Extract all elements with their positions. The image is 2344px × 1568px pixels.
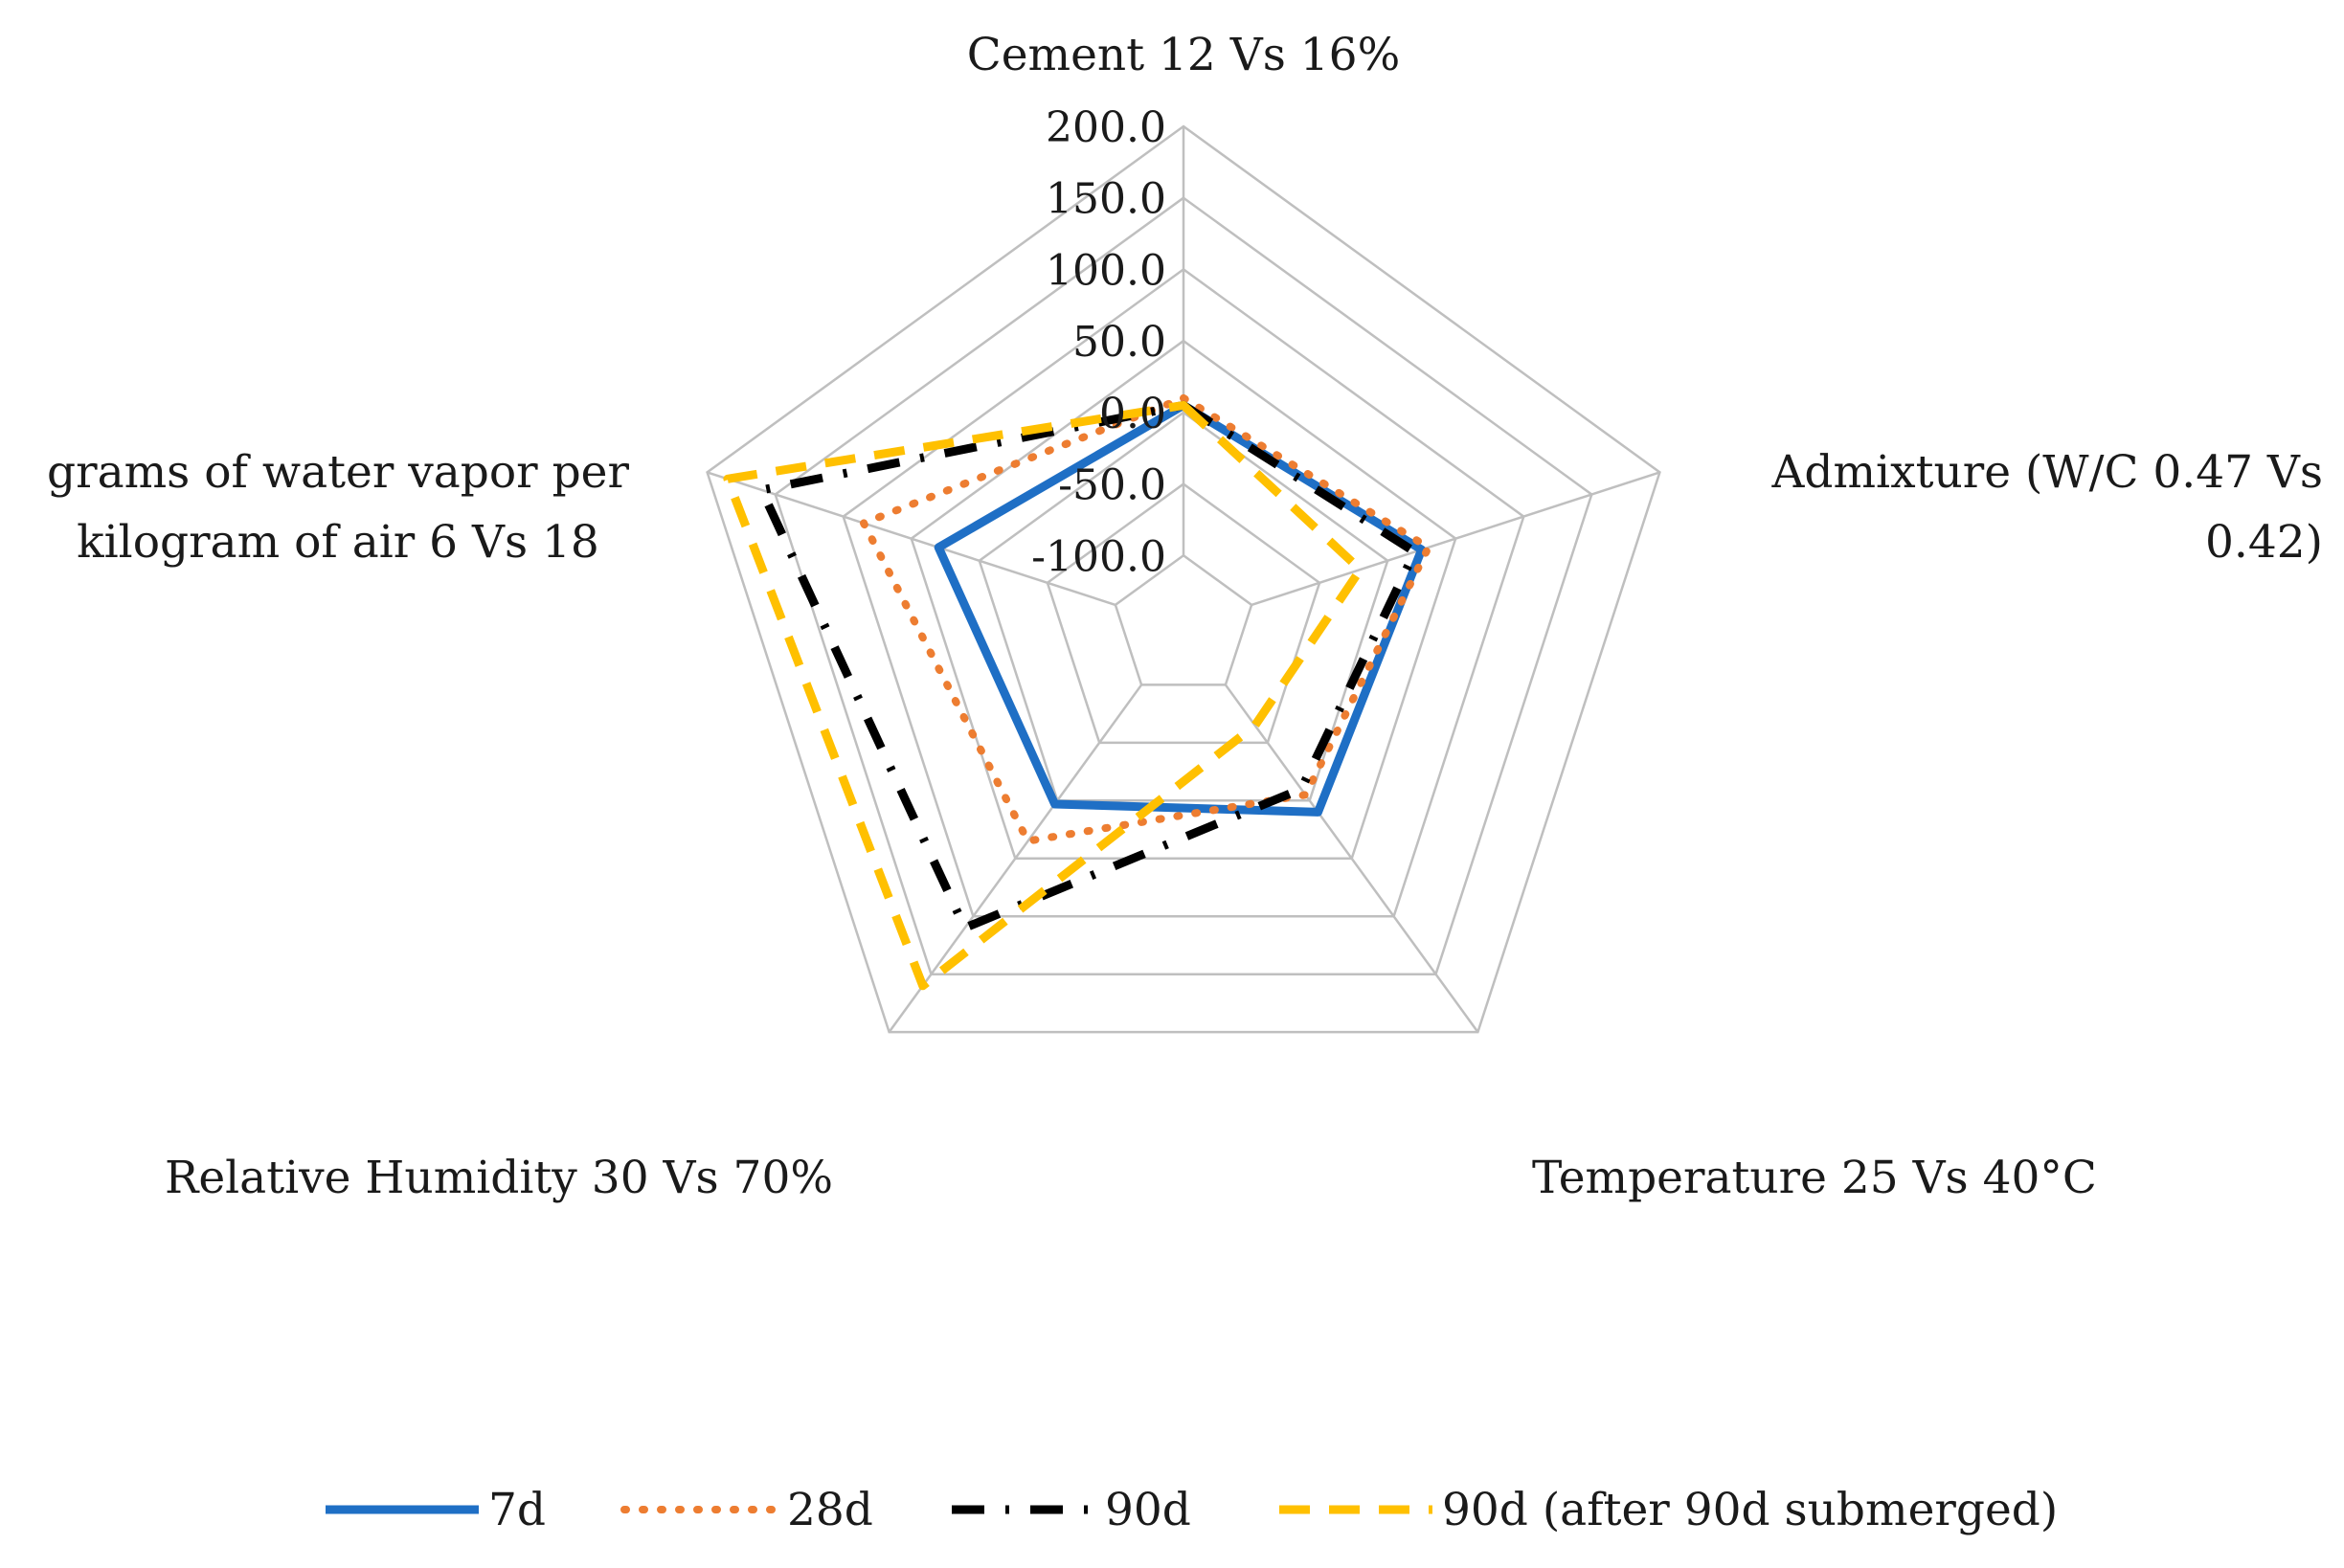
tick-label-5: 150.0 bbox=[1046, 175, 1166, 224]
axis-label-0-line-0: Cement 12 Vs 16% bbox=[967, 29, 1400, 81]
axis-spoke-3 bbox=[888, 683, 1143, 1033]
grid-ring-6 bbox=[706, 124, 1661, 1034]
grid-ring-1 bbox=[1046, 482, 1321, 745]
axis-label-3-line-0: Relative Humidity 30 Vs 70% bbox=[165, 1152, 833, 1204]
series-line-90d bbox=[756, 400, 1420, 932]
grid-ring-4 bbox=[842, 267, 1525, 918]
grid-layer bbox=[706, 124, 1661, 1034]
axis-spoke-1 bbox=[1251, 471, 1660, 607]
series-line-90d-after-90d-submerged- bbox=[723, 400, 1365, 991]
axis-label-1-line-1: 0.42) bbox=[2205, 516, 2323, 569]
legend-label-90d: 90d bbox=[1105, 1484, 1191, 1536]
tick-label-4: 100.0 bbox=[1046, 246, 1166, 295]
axis-spoke-2 bbox=[1224, 683, 1479, 1033]
axis-label-1-line-0: Admixture (W/C 0.47 Vs bbox=[1770, 446, 2323, 499]
legend-label-90d-after-90d-submerged-: 90d (after 90d submerged) bbox=[1442, 1484, 2058, 1536]
series-line-28d bbox=[860, 393, 1432, 845]
grid-ring-0 bbox=[1114, 553, 1253, 686]
tick-label-3: 50.0 bbox=[1072, 318, 1166, 367]
axis-label-2-line-0: Temperature 25 Vs 40°C bbox=[1532, 1152, 2097, 1204]
grid-ring-3 bbox=[910, 339, 1457, 861]
tick-label-2: 0.0 bbox=[1099, 390, 1166, 438]
axis-label-layer: Cement 12 Vs 16% Admixture (W/C 0.47 Vs 0.… bbox=[47, 29, 2323, 1204]
series-layer bbox=[723, 393, 1432, 991]
axis-label-4-line-0: grams of water vapor per bbox=[47, 446, 629, 499]
legend: 7d 28d 90d 90d (after 90d submerged) bbox=[326, 1484, 2058, 1536]
grid-ring-5 bbox=[774, 196, 1593, 975]
axis-spoke-4 bbox=[707, 471, 1116, 607]
axis-label-4-line-1: kilogram of air 6 Vs 18 bbox=[77, 516, 599, 569]
tick-label-layer: -100.0 -50.0 0.0 50.0 100.0 150.0 200.0 bbox=[1031, 103, 1166, 581]
series-line-7d bbox=[934, 400, 1427, 817]
grid-ring-2 bbox=[978, 411, 1389, 802]
tick-label-6: 200.0 bbox=[1046, 103, 1166, 152]
legend-label-28d: 28d bbox=[787, 1484, 873, 1536]
legend-label-7d: 7d bbox=[488, 1484, 546, 1536]
tick-label-1: -50.0 bbox=[1058, 461, 1166, 510]
tick-label-0: -100.0 bbox=[1031, 532, 1166, 581]
